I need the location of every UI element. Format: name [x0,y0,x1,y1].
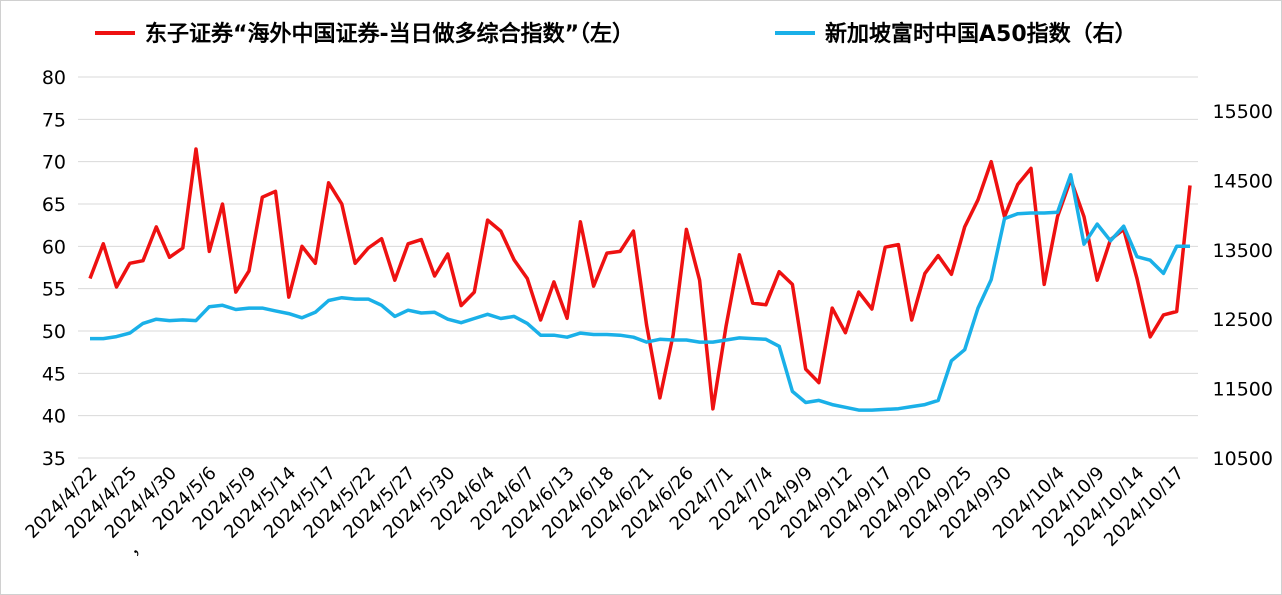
y-left-tick-label: 45 [42,363,66,385]
y-left-tick-label: 55 [42,279,66,301]
series-lines [88,147,1192,412]
y-right-tick-label: 13500 [1213,240,1273,262]
y-left-tick-label: 70 [42,152,66,174]
legend-label: 新加坡富时中国A50指数（右） [825,21,1137,47]
y-right-tick-label: 10500 [1213,448,1273,470]
y-left-tick-label: 80 [42,67,66,89]
y-left-tick-label: 35 [42,448,66,470]
y-axis-right: 10500 11500 12500 13500 14500 15500 [1213,101,1273,470]
y-axis-left: 35 40 45 50 55 60 65 70 75 80 [42,67,66,470]
y-left-tick-label: 40 [42,406,66,428]
y-left-tick-label: 60 [42,236,66,258]
y-right-tick-label: 11500 [1213,379,1273,401]
y-right-tick-label: 14500 [1213,170,1273,192]
series-line [90,173,1190,412]
legend-label: 东子证券“海外中国证券-当日做多综合指数”（左） [145,21,634,47]
y-left-tick-label: 65 [42,194,66,216]
y-left-tick-label: 75 [42,109,66,131]
series-line [88,147,1192,411]
y-left-tick-label: 50 [42,321,66,343]
y-right-tick-label: 15500 [1213,101,1273,123]
y-right-tick-label: 12500 [1213,309,1273,331]
legend: 东子证券“海外中国证券-当日做多综合指数”（左） 新加坡富时中国A50指数（右） [95,21,1137,47]
